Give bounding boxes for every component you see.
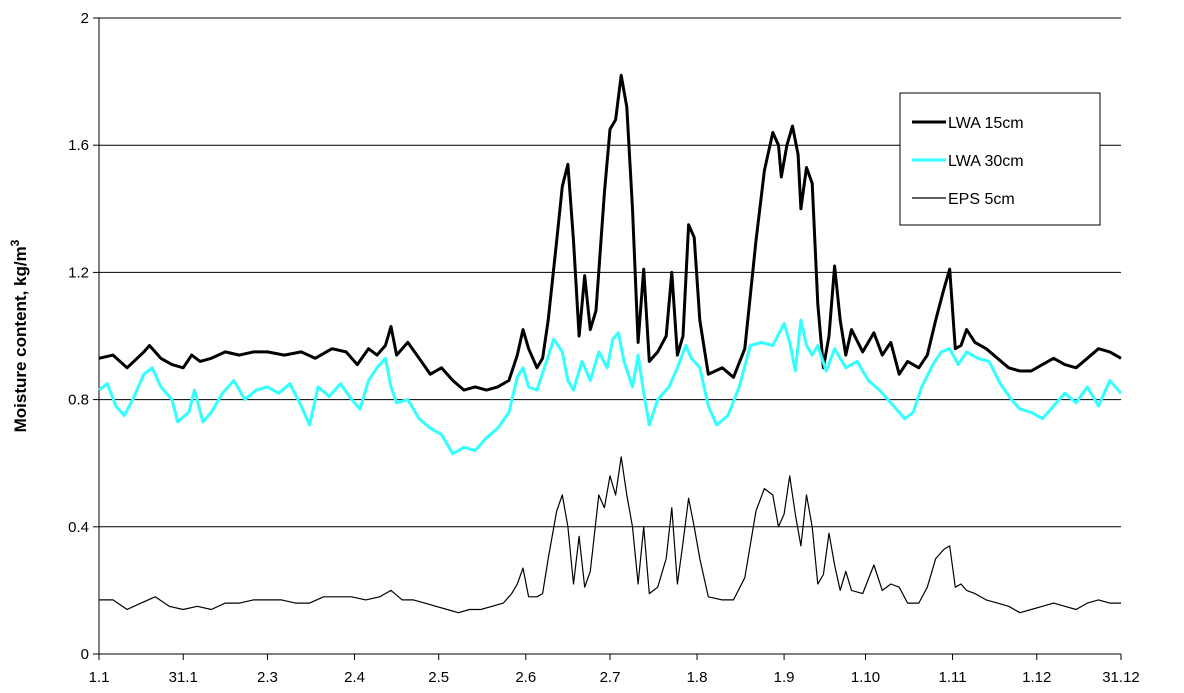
legend: LWA 15cm LWA 30cm EPS 5cm — [899, 92, 1101, 226]
y-tick-label: 0.8 — [68, 392, 89, 409]
x-tick-label: 31.1 — [169, 669, 198, 686]
x-tick-label: 31.12 — [1102, 669, 1140, 686]
x-tick-label: 1.12 — [1022, 669, 1051, 686]
y-tick-label: 1.2 — [68, 264, 89, 281]
series-line-3 — [99, 456, 1121, 614]
y-tick-label: 2 — [81, 10, 89, 27]
series-line-2 — [98, 318, 1123, 456]
y-tick-label: 1.6 — [68, 137, 89, 154]
x-tick-label: 2.5 — [428, 669, 449, 686]
legend-label: LWA 15cm — [948, 115, 1024, 132]
y-tick-label: 0.4 — [68, 519, 89, 536]
axes — [93, 17, 1122, 660]
x-tick-label: 1.1 — [89, 669, 110, 686]
legend-label: LWA 30cm — [948, 153, 1024, 170]
x-tick-label: 1.8 — [687, 669, 708, 686]
x-tick-label: 2.7 — [600, 669, 621, 686]
x-tick-label: 2.4 — [344, 669, 365, 686]
x-tick-label: 2.6 — [515, 669, 536, 686]
x-tick-labels: 1.1 31.1 2.3 2.4 2.5 2.6 2.7 1.8 1.9 1.10 1.11 1.12… — [89, 669, 1140, 686]
x-tick-label: 2.3 — [257, 669, 278, 686]
x-tick-label: 1.10 — [851, 669, 880, 686]
legend-label: EPS 5cm — [948, 191, 1015, 208]
y-tick-label: 0 — [81, 646, 89, 663]
series-line-1 — [98, 73, 1122, 392]
series-lines — [98, 73, 1123, 614]
x-tick-label: 1.9 — [774, 669, 795, 686]
x-tick-label: 1.11 — [938, 669, 966, 686]
y-tick-labels: 0 0.4 0.8 1.2 1.6 2 — [68, 10, 89, 663]
y-axis-label: Moisture content, kg/m3 — [8, 239, 30, 432]
